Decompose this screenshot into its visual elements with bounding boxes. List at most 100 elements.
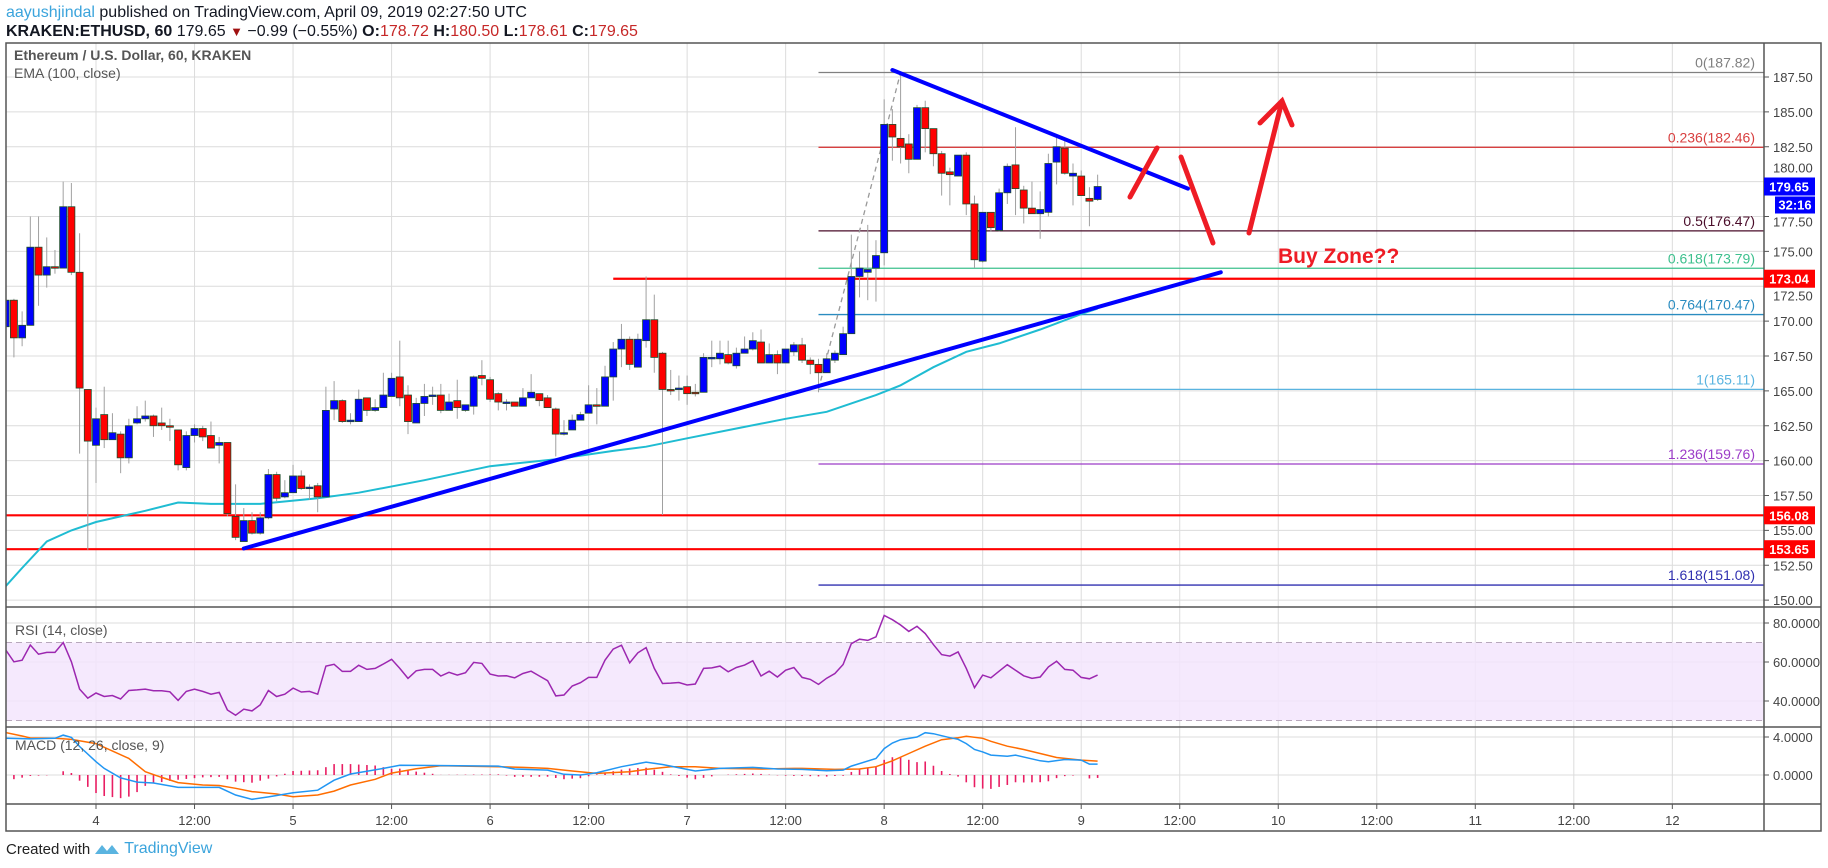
footer: Created with TradingView — [6, 840, 212, 858]
candle-up — [716, 352, 724, 360]
candle-down — [535, 393, 544, 402]
time-tick-label: 4 — [92, 813, 99, 828]
macd-tick-label: 4.0000 — [1773, 730, 1813, 745]
candle-up — [215, 442, 224, 446]
candle-down — [650, 319, 659, 358]
rsi-band-bounds — [6, 642, 1764, 721]
price-tick-label: 180.00 — [1773, 161, 1813, 176]
high-label: H: — [433, 23, 451, 40]
panel-frames — [5, 42, 1822, 832]
candle-down — [436, 394, 445, 411]
candle-down — [1028, 207, 1036, 215]
axes[interactable]: 187.50 185.00 182.50 180.00 177.50 175.00 172.… — [92, 70, 1820, 828]
candle-up — [822, 358, 831, 374]
price-tick-label: 177.50 — [1773, 215, 1813, 230]
candle-up — [469, 376, 478, 407]
candle-up — [789, 344, 798, 353]
candle-up — [978, 211, 987, 262]
candle-down — [100, 414, 109, 441]
candle-up — [699, 356, 708, 393]
rsi-line — [6, 614, 1098, 717]
ema-legend[interactable]: EMA (100, close) — [14, 65, 121, 81]
candle-up — [412, 403, 421, 424]
candle-down — [223, 442, 232, 515]
candle-down — [625, 338, 634, 365]
candle-down — [904, 143, 913, 160]
candle-down — [1011, 164, 1020, 189]
price-tick-label: 172.50 — [1773, 289, 1813, 304]
candle-up — [379, 394, 388, 409]
candle-down — [67, 206, 76, 273]
trendline-rising-support[interactable] — [241, 270, 1223, 551]
candle-down — [34, 246, 43, 276]
candle-down — [1085, 197, 1094, 202]
candle-up — [560, 432, 568, 435]
candle-up — [527, 391, 536, 399]
candle-down — [10, 299, 18, 339]
candle-up — [502, 401, 511, 404]
candle-up — [576, 414, 585, 421]
candle-down — [1019, 189, 1028, 209]
candle-down — [592, 404, 601, 407]
time-tick-label: 8 — [881, 813, 888, 828]
candle-down — [921, 107, 930, 130]
candle-up — [321, 410, 330, 498]
candle-up — [995, 192, 1004, 231]
rsi-legend[interactable]: RSI (14, close) — [15, 622, 108, 638]
time-tick-label: 12:00 — [1558, 813, 1591, 828]
fib-label: 1.236(159.76) — [1668, 446, 1755, 462]
time-tick-label: 10 — [1271, 813, 1285, 828]
low-label: L: — [503, 23, 519, 40]
buy-zone-label: Buy Zone?? — [1278, 245, 1399, 268]
symbol-quote-line: KRAKEN:ETHUSD, 60 179.65 ▼ −0.99 (−0.55%… — [6, 23, 638, 41]
level-price-label: 153.65 — [1769, 542, 1809, 557]
candle-up — [239, 520, 248, 542]
author-link[interactable]: aayushjindal — [6, 4, 95, 21]
candle-up — [42, 266, 51, 276]
trendline-falling-resistance[interactable] — [890, 68, 1190, 191]
tradingview-brand-link[interactable]: TradingView — [124, 840, 213, 857]
arrow-stroke-up-small[interactable] — [1127, 145, 1160, 200]
arrow-stroke-down[interactable] — [1178, 154, 1216, 246]
candle-up — [831, 352, 839, 361]
macd-legend[interactable]: MACD (12, 26, close, 9) — [15, 737, 165, 753]
candles — [6, 72, 1102, 550]
candle-up — [264, 474, 273, 519]
arrow-up-icon[interactable] — [1246, 98, 1285, 236]
candle-up — [839, 333, 848, 356]
rsi-band — [6, 642, 1764, 721]
candle-up — [1093, 186, 1102, 200]
time-tick-label: 6 — [486, 813, 493, 828]
arrowhead-icon — [1257, 96, 1295, 128]
candle-up — [584, 404, 593, 414]
annotation-arrows[interactable] — [1127, 96, 1295, 246]
macd-signal-line — [6, 731, 1098, 798]
candle-down — [272, 474, 281, 499]
last-price-label-box — [1764, 177, 1815, 196]
candle-up — [740, 348, 749, 354]
low-value: 178.61 — [518, 23, 568, 40]
time-tick-label: 7 — [684, 813, 691, 828]
candle-up — [880, 124, 889, 254]
horizontal-levels[interactable] — [6, 277, 1764, 551]
candle-up — [675, 387, 683, 390]
last-price: 179.65 — [176, 23, 226, 40]
candle-up — [568, 419, 577, 431]
candle-up — [707, 356, 716, 360]
macd-line — [6, 731, 1098, 801]
candle-up — [954, 154, 962, 177]
bar-countdown: 32:16 — [1778, 198, 1811, 213]
trendlines[interactable] — [241, 68, 1223, 551]
candle-up — [617, 338, 626, 350]
high-value: 180.50 — [450, 23, 500, 40]
level-price-label-box — [1764, 506, 1815, 525]
candle-down — [198, 428, 207, 438]
candle-down — [165, 425, 174, 428]
candle-down — [207, 435, 215, 449]
fib-retracement[interactable]: 0(187.82) 0.236(182.46) 0.5(176.47) 0.618(1… — [817, 55, 1764, 586]
candle-up — [461, 404, 470, 411]
time-tick-label: 12 — [1665, 813, 1679, 828]
candle-down — [51, 266, 59, 269]
candle-up — [1052, 146, 1061, 163]
